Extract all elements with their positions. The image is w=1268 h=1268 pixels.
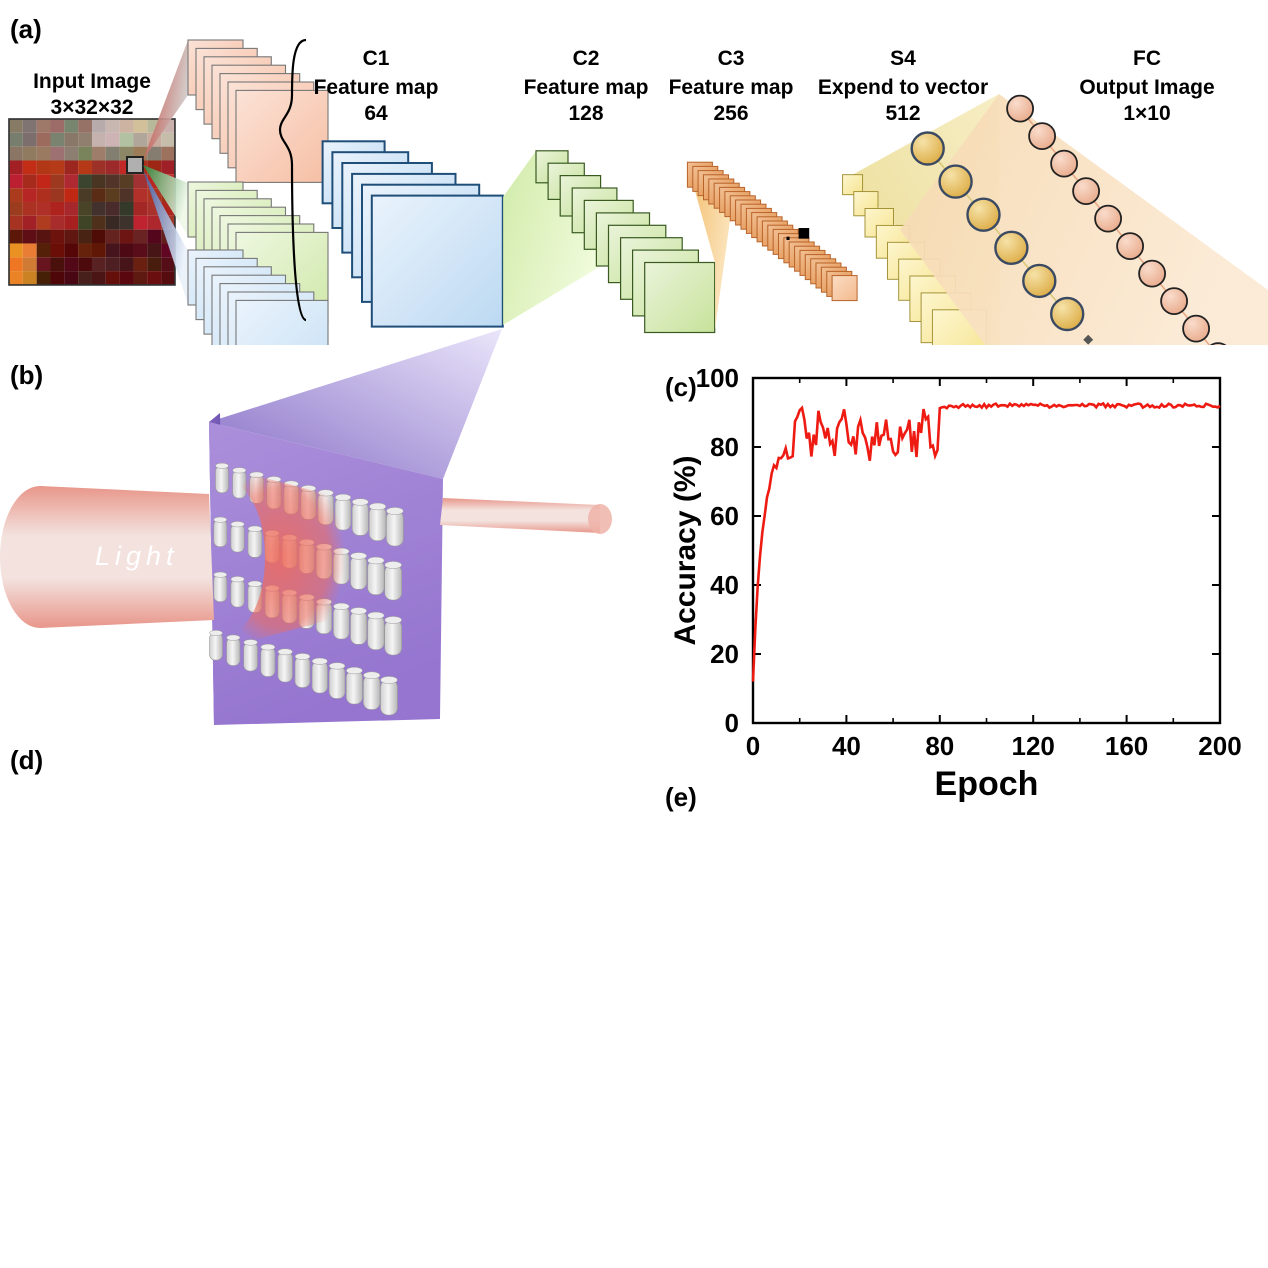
svg-text:C1: C1 xyxy=(363,47,390,70)
svg-text:Input Image: Input Image xyxy=(33,70,151,93)
svg-text:Feature map: Feature map xyxy=(314,76,439,99)
svg-text:Feature map: Feature map xyxy=(524,76,649,99)
svg-text:64: 64 xyxy=(364,102,388,125)
svg-text:1×10: 1×10 xyxy=(1123,102,1170,125)
svg-text:Feature map: Feature map xyxy=(669,76,794,99)
svg-text:C2: C2 xyxy=(573,47,600,70)
svg-text:Expend to vector: Expend to vector xyxy=(818,76,988,99)
svg-text:3×32×32: 3×32×32 xyxy=(51,96,134,119)
svg-text:. ■: . ■ xyxy=(785,220,811,245)
svg-text:C3: C3 xyxy=(718,47,745,70)
svg-text:256: 256 xyxy=(713,102,748,125)
svg-text:Light: Light xyxy=(95,541,179,571)
svg-text:Epoch: Epoch xyxy=(935,765,1039,803)
svg-text:128: 128 xyxy=(568,102,603,125)
svg-text:Output Image: Output Image xyxy=(1079,76,1214,99)
svg-text:S4: S4 xyxy=(890,47,916,70)
svg-text:512: 512 xyxy=(885,102,920,125)
svg-text:FC: FC xyxy=(1133,47,1161,70)
